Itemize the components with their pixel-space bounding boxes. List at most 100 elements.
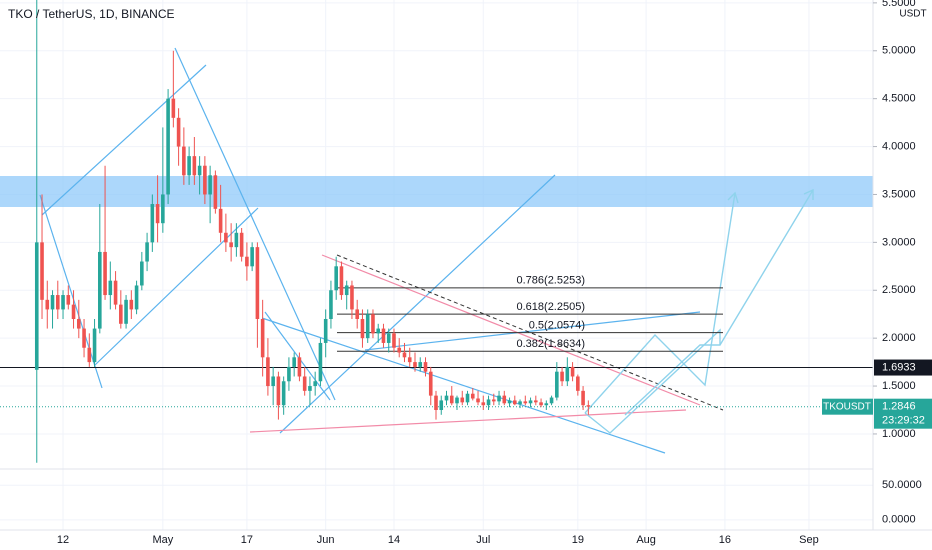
candle-body bbox=[470, 393, 475, 399]
candle-body bbox=[113, 280, 118, 305]
candle-body bbox=[402, 352, 407, 358]
fib-label: 0.5(2.0574) bbox=[529, 320, 585, 332]
candle-body bbox=[407, 357, 412, 363]
candle-body bbox=[397, 347, 402, 353]
candle-body bbox=[92, 328, 97, 363]
candle-body bbox=[229, 242, 233, 248]
drawings bbox=[39, 47, 814, 454]
candle-body bbox=[76, 318, 81, 329]
x-tick-label: Sep bbox=[799, 534, 819, 546]
candle-body bbox=[87, 347, 92, 363]
candle-body bbox=[512, 400, 517, 405]
candle-body bbox=[518, 401, 522, 405]
candle-body bbox=[302, 376, 307, 391]
level-price-box bbox=[874, 359, 932, 376]
candle-body bbox=[55, 295, 60, 310]
projection-path bbox=[584, 192, 736, 414]
candle-body bbox=[392, 333, 396, 348]
candle-body bbox=[40, 242, 44, 300]
arrow-head bbox=[727, 191, 739, 204]
candle-body bbox=[502, 395, 507, 404]
candle-body bbox=[287, 366, 291, 382]
candle-body bbox=[371, 314, 375, 334]
candle-body bbox=[218, 208, 223, 233]
candle-body bbox=[281, 381, 286, 406]
candle-body bbox=[560, 371, 564, 382]
candle-body bbox=[444, 395, 449, 401]
candle-body bbox=[339, 266, 344, 296]
candle-body bbox=[523, 401, 528, 404]
candle-body bbox=[539, 402, 543, 406]
candle-body bbox=[323, 318, 328, 343]
x-tick-label: Jun bbox=[317, 534, 335, 546]
projection-path bbox=[624, 189, 814, 416]
candle-body bbox=[155, 204, 160, 224]
candle-body bbox=[329, 290, 333, 319]
y-tick-label: 4.0000 bbox=[882, 140, 916, 152]
trend-line bbox=[261, 317, 666, 454]
fib-label: 0.618(2.2505) bbox=[517, 301, 586, 313]
axes: 1.0000 1.5000 2.0000 2.5000 3.0000 3.5000 4.00… bbox=[57, 0, 932, 546]
candle-body bbox=[250, 247, 254, 267]
candle-body bbox=[129, 299, 134, 310]
candle-body bbox=[34, 242, 39, 370]
x-tick-label: 14 bbox=[388, 534, 400, 546]
candle-body bbox=[381, 328, 386, 343]
candle-body bbox=[260, 318, 265, 358]
projection-path bbox=[584, 328, 721, 434]
candle-body bbox=[103, 251, 107, 296]
level-price-label: 1.6933 bbox=[882, 361, 916, 373]
countdown-label: 23:29:32 bbox=[882, 415, 925, 427]
candle-body bbox=[266, 357, 270, 387]
candle-body bbox=[98, 251, 102, 329]
candle-body bbox=[439, 400, 444, 411]
candle-body bbox=[297, 357, 302, 377]
grid-layer bbox=[0, 0, 873, 530]
candle-body bbox=[292, 357, 296, 367]
y-tick-label: 3.0000 bbox=[882, 236, 916, 248]
candle-body bbox=[355, 309, 360, 319]
candle-body bbox=[66, 295, 71, 305]
candle-body bbox=[576, 376, 580, 391]
x-tick-label: May bbox=[152, 534, 173, 546]
candle-body bbox=[570, 366, 575, 377]
candle-body bbox=[224, 232, 228, 243]
candle-body bbox=[108, 280, 113, 296]
trend-line bbox=[321, 254, 701, 406]
y-tick-label: 3.5000 bbox=[882, 188, 916, 200]
candle-body bbox=[134, 285, 139, 310]
candle-body bbox=[166, 98, 170, 195]
candle-body bbox=[555, 371, 559, 398]
y-tick-label: 1.5000 bbox=[882, 380, 916, 392]
fib-label: 0.382(1.8634) bbox=[517, 338, 586, 350]
candle-body bbox=[534, 400, 538, 403]
trend-line bbox=[94, 207, 259, 366]
candle-body bbox=[239, 232, 244, 257]
chart-title: TKO / TetherUS, 1D, BINANCE bbox=[8, 7, 175, 21]
trend-line bbox=[279, 174, 556, 434]
candle-body bbox=[187, 156, 191, 176]
fib-label: 0.786(2.5253) bbox=[517, 275, 586, 287]
y-tick-label: 2.5000 bbox=[882, 284, 916, 296]
resistance-zone bbox=[0, 176, 873, 207]
candle-body bbox=[365, 314, 370, 339]
symbol-box bbox=[822, 398, 873, 415]
candle-body bbox=[71, 304, 76, 319]
candle-body bbox=[418, 362, 423, 367]
candle-body bbox=[376, 328, 381, 334]
candle-body bbox=[234, 232, 239, 248]
candle-body bbox=[428, 371, 433, 396]
candle-body bbox=[549, 397, 554, 404]
x-tick-label: Jul bbox=[476, 534, 490, 546]
candle-body bbox=[465, 393, 470, 403]
candle-body bbox=[171, 98, 176, 118]
x-tick-label: 19 bbox=[572, 534, 584, 546]
last-price-box bbox=[874, 398, 932, 429]
candle-body bbox=[581, 390, 585, 406]
candle-body bbox=[460, 397, 465, 403]
candle-body bbox=[565, 366, 570, 382]
candle-body bbox=[50, 295, 55, 310]
candle-body bbox=[140, 261, 144, 286]
arrow-head bbox=[803, 188, 814, 200]
